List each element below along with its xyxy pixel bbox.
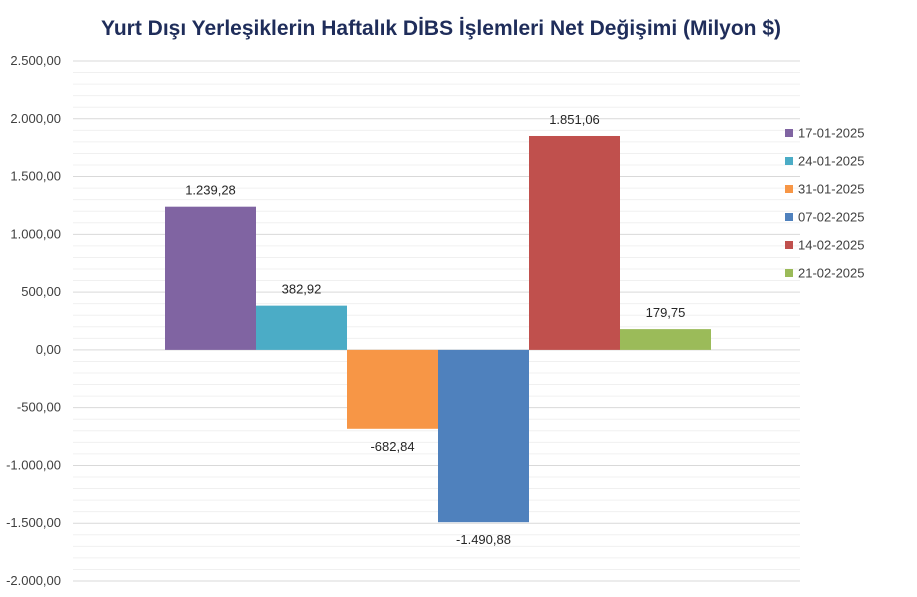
data-label: 179,75 xyxy=(646,305,686,320)
data-label: -682,84 xyxy=(370,439,414,454)
legend-entry: 24-01-2025 xyxy=(798,154,865,169)
legend-entry: 14-02-2025 xyxy=(798,238,865,253)
y-tick-label: 2.000,00 xyxy=(10,111,61,126)
y-tick-label: -2.000,00 xyxy=(6,573,61,588)
y-tick-label: -1.000,00 xyxy=(6,457,61,472)
legend-swatch xyxy=(785,157,793,165)
y-axis: 2.500,00 2.000,00 1.500,00 1.000,00 500,00 0,… xyxy=(6,53,61,588)
legend-entry: 21-02-2025 xyxy=(798,266,865,281)
y-tick-label: 1.000,00 xyxy=(10,226,61,241)
y-tick-label: 500,00 xyxy=(21,284,61,299)
legend: 17-01-2025 24-01-2025 31-01-2025 07-02-2025… xyxy=(785,126,865,281)
bars xyxy=(165,135,711,523)
data-label: -1.490,88 xyxy=(456,532,511,547)
data-label: 1.239,28 xyxy=(185,183,236,198)
bar-31-01-2025 xyxy=(347,349,438,429)
legend-swatch xyxy=(785,241,793,249)
legend-swatch xyxy=(785,129,793,137)
legend-swatch xyxy=(785,269,793,277)
legend-entry: 31-01-2025 xyxy=(798,182,865,197)
legend-swatch xyxy=(785,213,793,221)
bar-17-01-2025 xyxy=(165,206,256,350)
bar-14-02-2025 xyxy=(529,135,620,350)
bar-21-02-2025 xyxy=(620,329,711,350)
data-label: 1.851,06 xyxy=(549,112,600,127)
y-tick-label: -1.500,00 xyxy=(6,515,61,530)
data-label: 382,92 xyxy=(282,282,322,297)
bar-24-01-2025 xyxy=(256,305,347,350)
y-tick-label: 0,00 xyxy=(36,342,61,357)
legend-entry: 17-01-2025 xyxy=(798,126,865,141)
chart-title: Yurt Dışı Yerleşiklerin Haftalık DİBS İş… xyxy=(101,17,781,40)
bar-07-02-2025 xyxy=(438,349,529,523)
y-tick-label: 1.500,00 xyxy=(10,169,61,184)
legend-entry: 07-02-2025 xyxy=(798,210,865,225)
y-tick-label: 2.500,00 xyxy=(10,53,61,68)
data-labels: 1.239,28 382,92 -682,84 -1.490,88 1.851,06 17… xyxy=(185,112,685,547)
legend-swatch xyxy=(785,185,793,193)
y-tick-label: -500,00 xyxy=(17,400,61,415)
